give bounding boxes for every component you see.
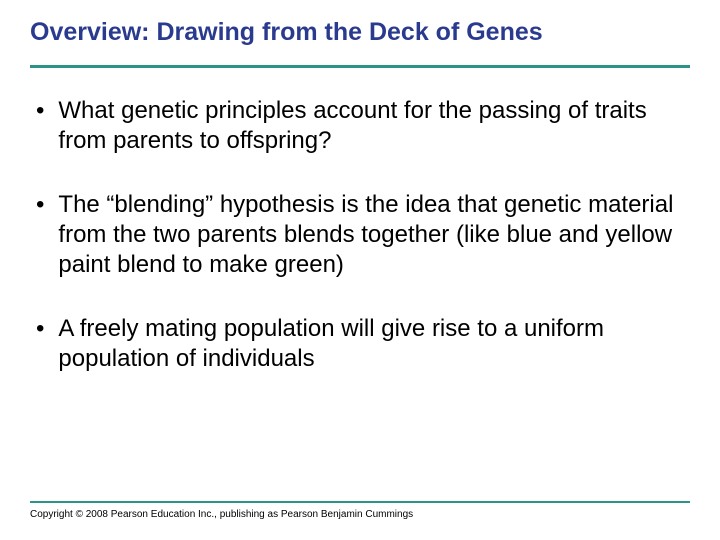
bullet-item: • A freely mating population will give r… — [36, 314, 690, 374]
copyright-text: Copyright © 2008 Pearson Education Inc.,… — [30, 509, 690, 520]
footer: Copyright © 2008 Pearson Education Inc.,… — [30, 501, 690, 520]
bullet-text: A freely mating population will give ris… — [58, 314, 690, 374]
bullet-text: What genetic principles account for the … — [58, 96, 690, 156]
slide-container: Overview: Drawing from the Deck of Genes… — [0, 0, 720, 540]
divider-bottom — [30, 501, 690, 503]
bullet-item: • What genetic principles account for th… — [36, 96, 690, 156]
bullet-item: • The “blending” hypothesis is the idea … — [36, 190, 690, 280]
slide-title: Overview: Drawing from the Deck of Genes — [30, 18, 690, 47]
bullet-text: The “blending” hypothesis is the idea th… — [58, 190, 690, 280]
bullet-icon: • — [36, 190, 44, 220]
bullet-icon: • — [36, 314, 44, 344]
content-area: • What genetic principles account for th… — [30, 96, 690, 374]
bullet-icon: • — [36, 96, 44, 126]
divider-top — [30, 65, 690, 68]
